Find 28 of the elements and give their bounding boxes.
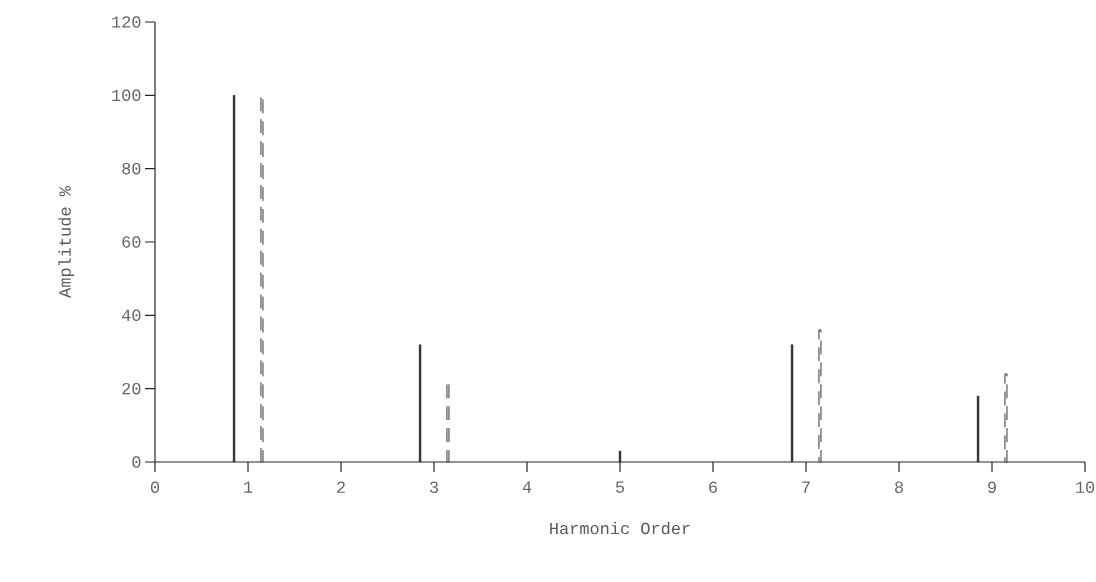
- bar: [1004, 373, 1008, 463]
- x-tick-label: 9: [988, 481, 996, 494]
- y-tick-label: 120: [112, 16, 141, 28]
- x-tick-label: 0: [150, 481, 160, 494]
- x-tick-label: 5: [615, 481, 625, 493]
- x-tick-label: 4: [522, 481, 532, 493]
- y-axis-title: Amplitude %: [58, 186, 75, 298]
- y-tick-label: 40: [122, 309, 141, 322]
- x-tick-label: 3: [429, 481, 439, 494]
- bar: [232, 95, 236, 463]
- bar: [790, 344, 794, 463]
- bar: [260, 94, 264, 463]
- x-tick-label: 8: [895, 481, 903, 494]
- x-tick-label: 6: [709, 481, 717, 494]
- bar: [976, 395, 980, 463]
- y-tick-label: 0: [132, 456, 141, 468]
- y-tick-label: 20: [122, 382, 141, 395]
- bar: [818, 329, 822, 463]
- x-axis-title: Harmonic Order: [550, 521, 690, 535]
- x-tick-label: 10: [1076, 481, 1095, 494]
- y-tick-label: 60: [122, 236, 141, 248]
- bar: [618, 450, 622, 463]
- bar: [418, 344, 422, 463]
- y-tick-label: 80: [122, 162, 141, 175]
- x-tick-label: 2: [337, 481, 345, 493]
- y-tick-label: 100: [112, 89, 141, 102]
- x-tick-label: 7: [802, 481, 810, 493]
- x-tick-label: 1: [244, 481, 253, 493]
